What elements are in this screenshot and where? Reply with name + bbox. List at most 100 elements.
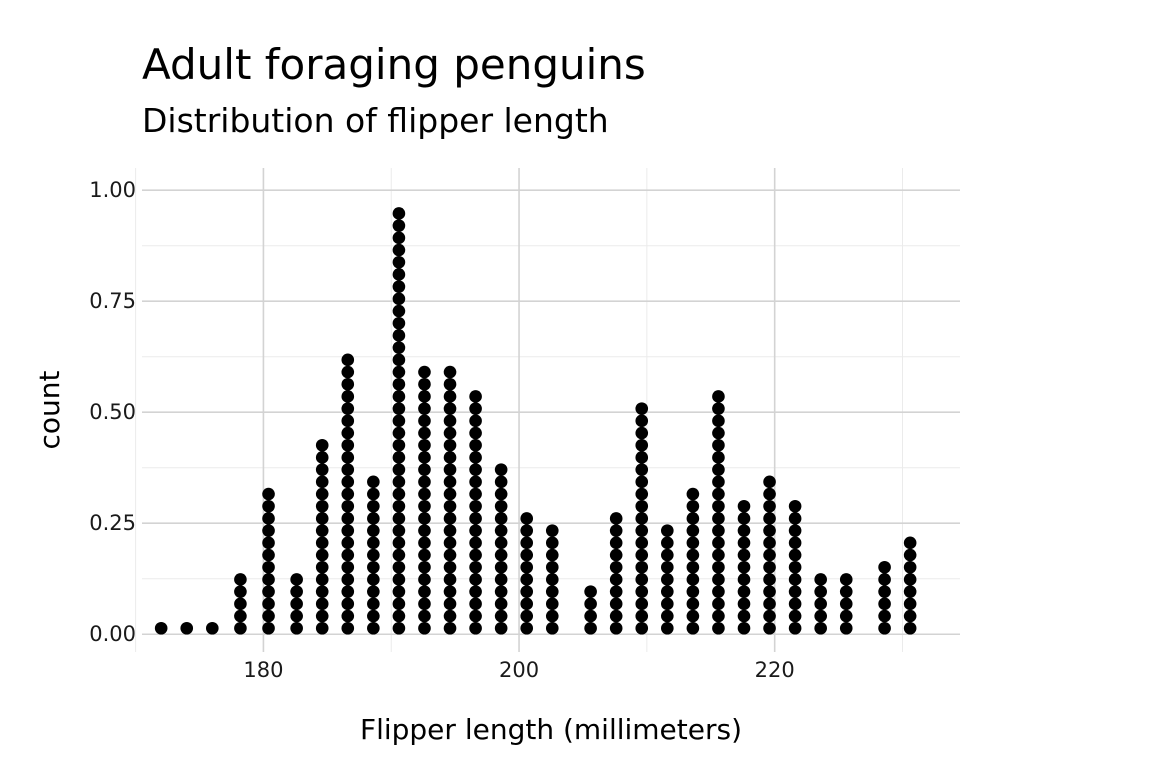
dot bbox=[661, 585, 674, 598]
dot-stacks bbox=[154, 207, 917, 635]
dot bbox=[737, 585, 751, 598]
dot bbox=[315, 475, 329, 489]
dot bbox=[635, 597, 649, 611]
dot bbox=[545, 524, 559, 537]
dot bbox=[788, 573, 802, 586]
dot bbox=[418, 560, 431, 574]
dot bbox=[763, 597, 776, 611]
major-gridlines bbox=[142, 168, 960, 652]
dot bbox=[609, 573, 623, 586]
x-tick-label: 200 bbox=[499, 658, 539, 682]
dot bbox=[262, 560, 275, 574]
dot bbox=[712, 463, 725, 476]
dot bbox=[839, 573, 853, 586]
dot bbox=[341, 573, 355, 586]
dot bbox=[469, 524, 482, 537]
dot bbox=[494, 573, 508, 586]
dot bbox=[315, 438, 329, 452]
dot bbox=[392, 536, 406, 550]
dot bbox=[418, 390, 431, 403]
dot bbox=[418, 487, 431, 501]
dot bbox=[315, 536, 329, 550]
dot bbox=[763, 524, 776, 537]
dot bbox=[234, 573, 247, 586]
dot bbox=[635, 560, 649, 574]
dot bbox=[635, 487, 649, 501]
dot bbox=[903, 560, 917, 574]
dot bbox=[418, 573, 431, 586]
dot bbox=[903, 573, 917, 586]
dot bbox=[443, 463, 457, 476]
dot bbox=[520, 585, 534, 598]
dot bbox=[469, 512, 482, 525]
dot bbox=[635, 548, 649, 562]
dot bbox=[520, 609, 534, 623]
dot bbox=[661, 560, 674, 574]
dot bbox=[418, 475, 431, 489]
dot bbox=[392, 341, 406, 354]
dot bbox=[737, 512, 751, 525]
dot bbox=[315, 499, 329, 513]
dot bbox=[635, 609, 649, 623]
dot bbox=[418, 365, 431, 379]
dot bbox=[545, 609, 559, 623]
dot bbox=[341, 487, 355, 501]
dot bbox=[737, 573, 751, 586]
dot bbox=[763, 609, 776, 623]
dot bbox=[443, 365, 457, 379]
dot bbox=[661, 597, 674, 611]
dot bbox=[443, 390, 457, 403]
dot bbox=[635, 573, 649, 586]
dot bbox=[788, 609, 802, 623]
dot bbox=[418, 609, 431, 623]
dot bbox=[686, 585, 700, 598]
dot bbox=[494, 512, 508, 525]
dot bbox=[262, 548, 275, 562]
dot bbox=[788, 621, 802, 635]
dot bbox=[584, 585, 597, 598]
dot bbox=[418, 512, 431, 525]
dot bbox=[418, 414, 431, 428]
dot bbox=[341, 365, 355, 379]
dot bbox=[661, 621, 674, 635]
dot bbox=[443, 414, 457, 428]
dot bbox=[341, 609, 355, 623]
dot bbox=[609, 512, 623, 525]
dot bbox=[839, 609, 853, 623]
dot bbox=[443, 377, 457, 391]
dot bbox=[443, 451, 457, 464]
dot bbox=[392, 280, 406, 293]
dot bbox=[341, 414, 355, 428]
dot bbox=[418, 402, 431, 415]
dot bbox=[545, 548, 559, 562]
dot bbox=[341, 451, 355, 464]
dot bbox=[392, 560, 406, 574]
dot bbox=[686, 609, 700, 623]
dot bbox=[469, 451, 482, 464]
dot bbox=[661, 609, 674, 623]
dot bbox=[903, 597, 917, 611]
dot bbox=[788, 585, 802, 598]
dot bbox=[443, 499, 457, 513]
y-tick-label: 0.50 bbox=[89, 400, 136, 424]
dot bbox=[469, 560, 482, 574]
dot bbox=[290, 573, 303, 586]
dot bbox=[392, 316, 406, 330]
dot bbox=[341, 499, 355, 513]
dot bbox=[763, 499, 776, 513]
dot bbox=[520, 548, 534, 562]
dot bbox=[443, 402, 457, 415]
dot bbox=[315, 524, 329, 537]
dot bbox=[443, 621, 457, 635]
dot bbox=[315, 487, 329, 501]
dot bbox=[635, 536, 649, 550]
dot bbox=[443, 487, 457, 501]
dot bbox=[392, 609, 406, 623]
dot bbox=[367, 548, 380, 562]
dot bbox=[737, 524, 751, 537]
dot bbox=[609, 560, 623, 574]
dot bbox=[788, 536, 802, 550]
dot bbox=[290, 585, 303, 598]
dot bbox=[494, 536, 508, 550]
